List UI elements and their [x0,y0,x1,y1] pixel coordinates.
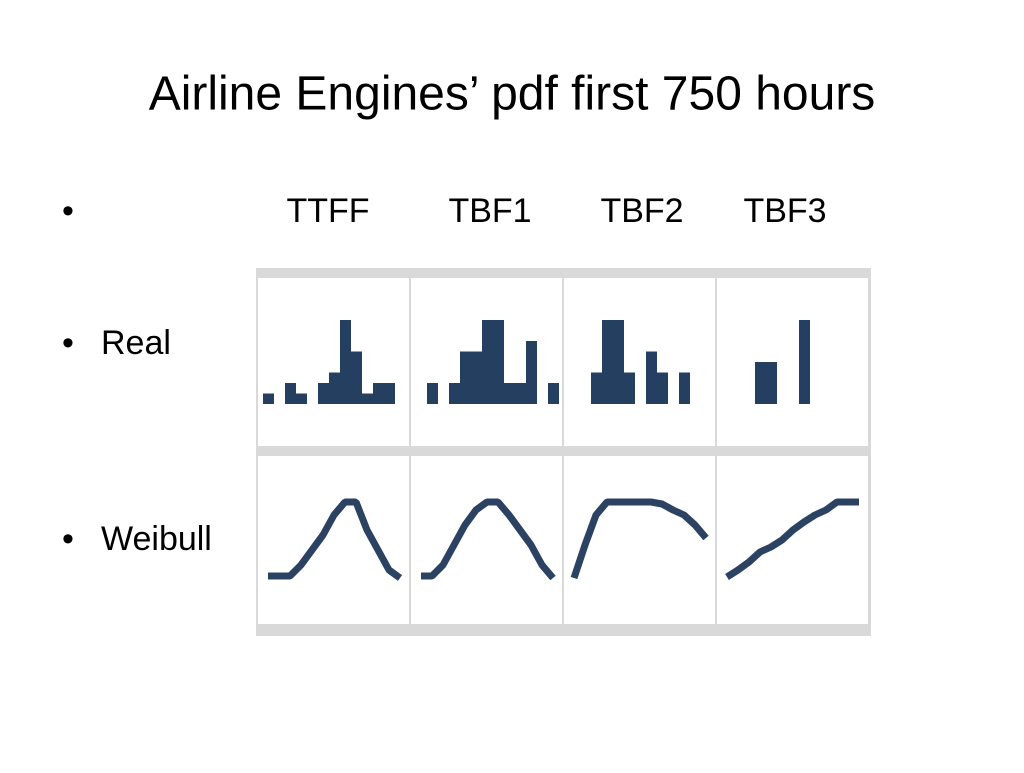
bar [351,351,362,404]
bar [613,320,624,404]
cell [258,456,409,624]
bar [602,320,613,404]
slide-title: Airline Engines’ pdf first 750 hours [149,68,876,121]
bar [591,372,602,404]
bar [449,383,460,404]
bullet: • [62,324,74,362]
bar [427,383,438,404]
column-header: TBF2 [600,192,683,230]
bar [755,362,766,404]
bar [285,383,296,404]
bar [384,383,395,404]
bullet: • [62,192,74,230]
column-header: TBF1 [448,192,531,230]
bar [362,393,373,404]
bar [373,383,384,404]
pdf-line [570,498,709,580]
cell [411,456,562,624]
pdf-line [268,498,403,581]
bar [515,383,526,404]
cell [717,456,868,624]
bar [657,372,668,404]
bar [471,351,482,404]
bar [526,341,537,404]
cell [258,278,409,446]
bar [766,362,777,404]
bar [460,351,471,404]
column-header: TBF3 [743,192,826,230]
column-header: TTFF [286,192,369,230]
bar [679,372,690,404]
bar [318,383,329,404]
bar [799,320,810,404]
bar [296,393,307,404]
cell [717,278,868,446]
pdf-line [725,498,859,580]
bar [504,383,515,404]
bar [329,372,340,404]
bar [263,393,274,404]
pdf-line [421,498,556,581]
row-label: Real [101,324,171,362]
bar [482,320,493,404]
bar [646,351,657,404]
bar [493,320,504,404]
row-label: Weibull [101,520,212,558]
bar [548,383,559,404]
bar [340,320,351,404]
bullet: • [62,520,74,558]
bar [624,372,635,404]
cell [564,278,715,446]
